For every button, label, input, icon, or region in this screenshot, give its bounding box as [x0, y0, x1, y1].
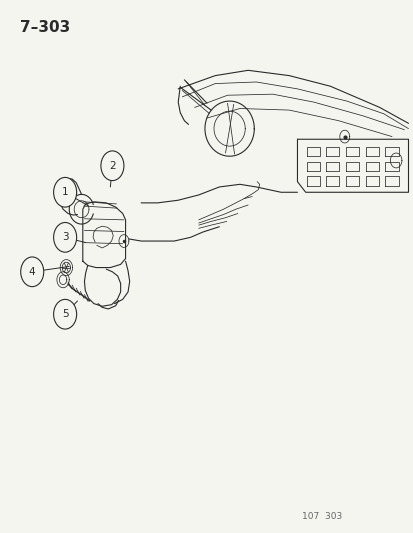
Text: 5: 5: [62, 309, 68, 319]
Circle shape: [54, 300, 76, 329]
Circle shape: [101, 151, 123, 181]
Circle shape: [54, 177, 76, 207]
Circle shape: [21, 257, 44, 287]
Circle shape: [54, 222, 76, 252]
Text: 7–303: 7–303: [20, 20, 70, 35]
Text: 2: 2: [109, 161, 116, 171]
Text: 1: 1: [62, 187, 68, 197]
Text: 3: 3: [62, 232, 68, 243]
Text: 107  303: 107 303: [301, 512, 341, 521]
Text: 4: 4: [29, 267, 36, 277]
